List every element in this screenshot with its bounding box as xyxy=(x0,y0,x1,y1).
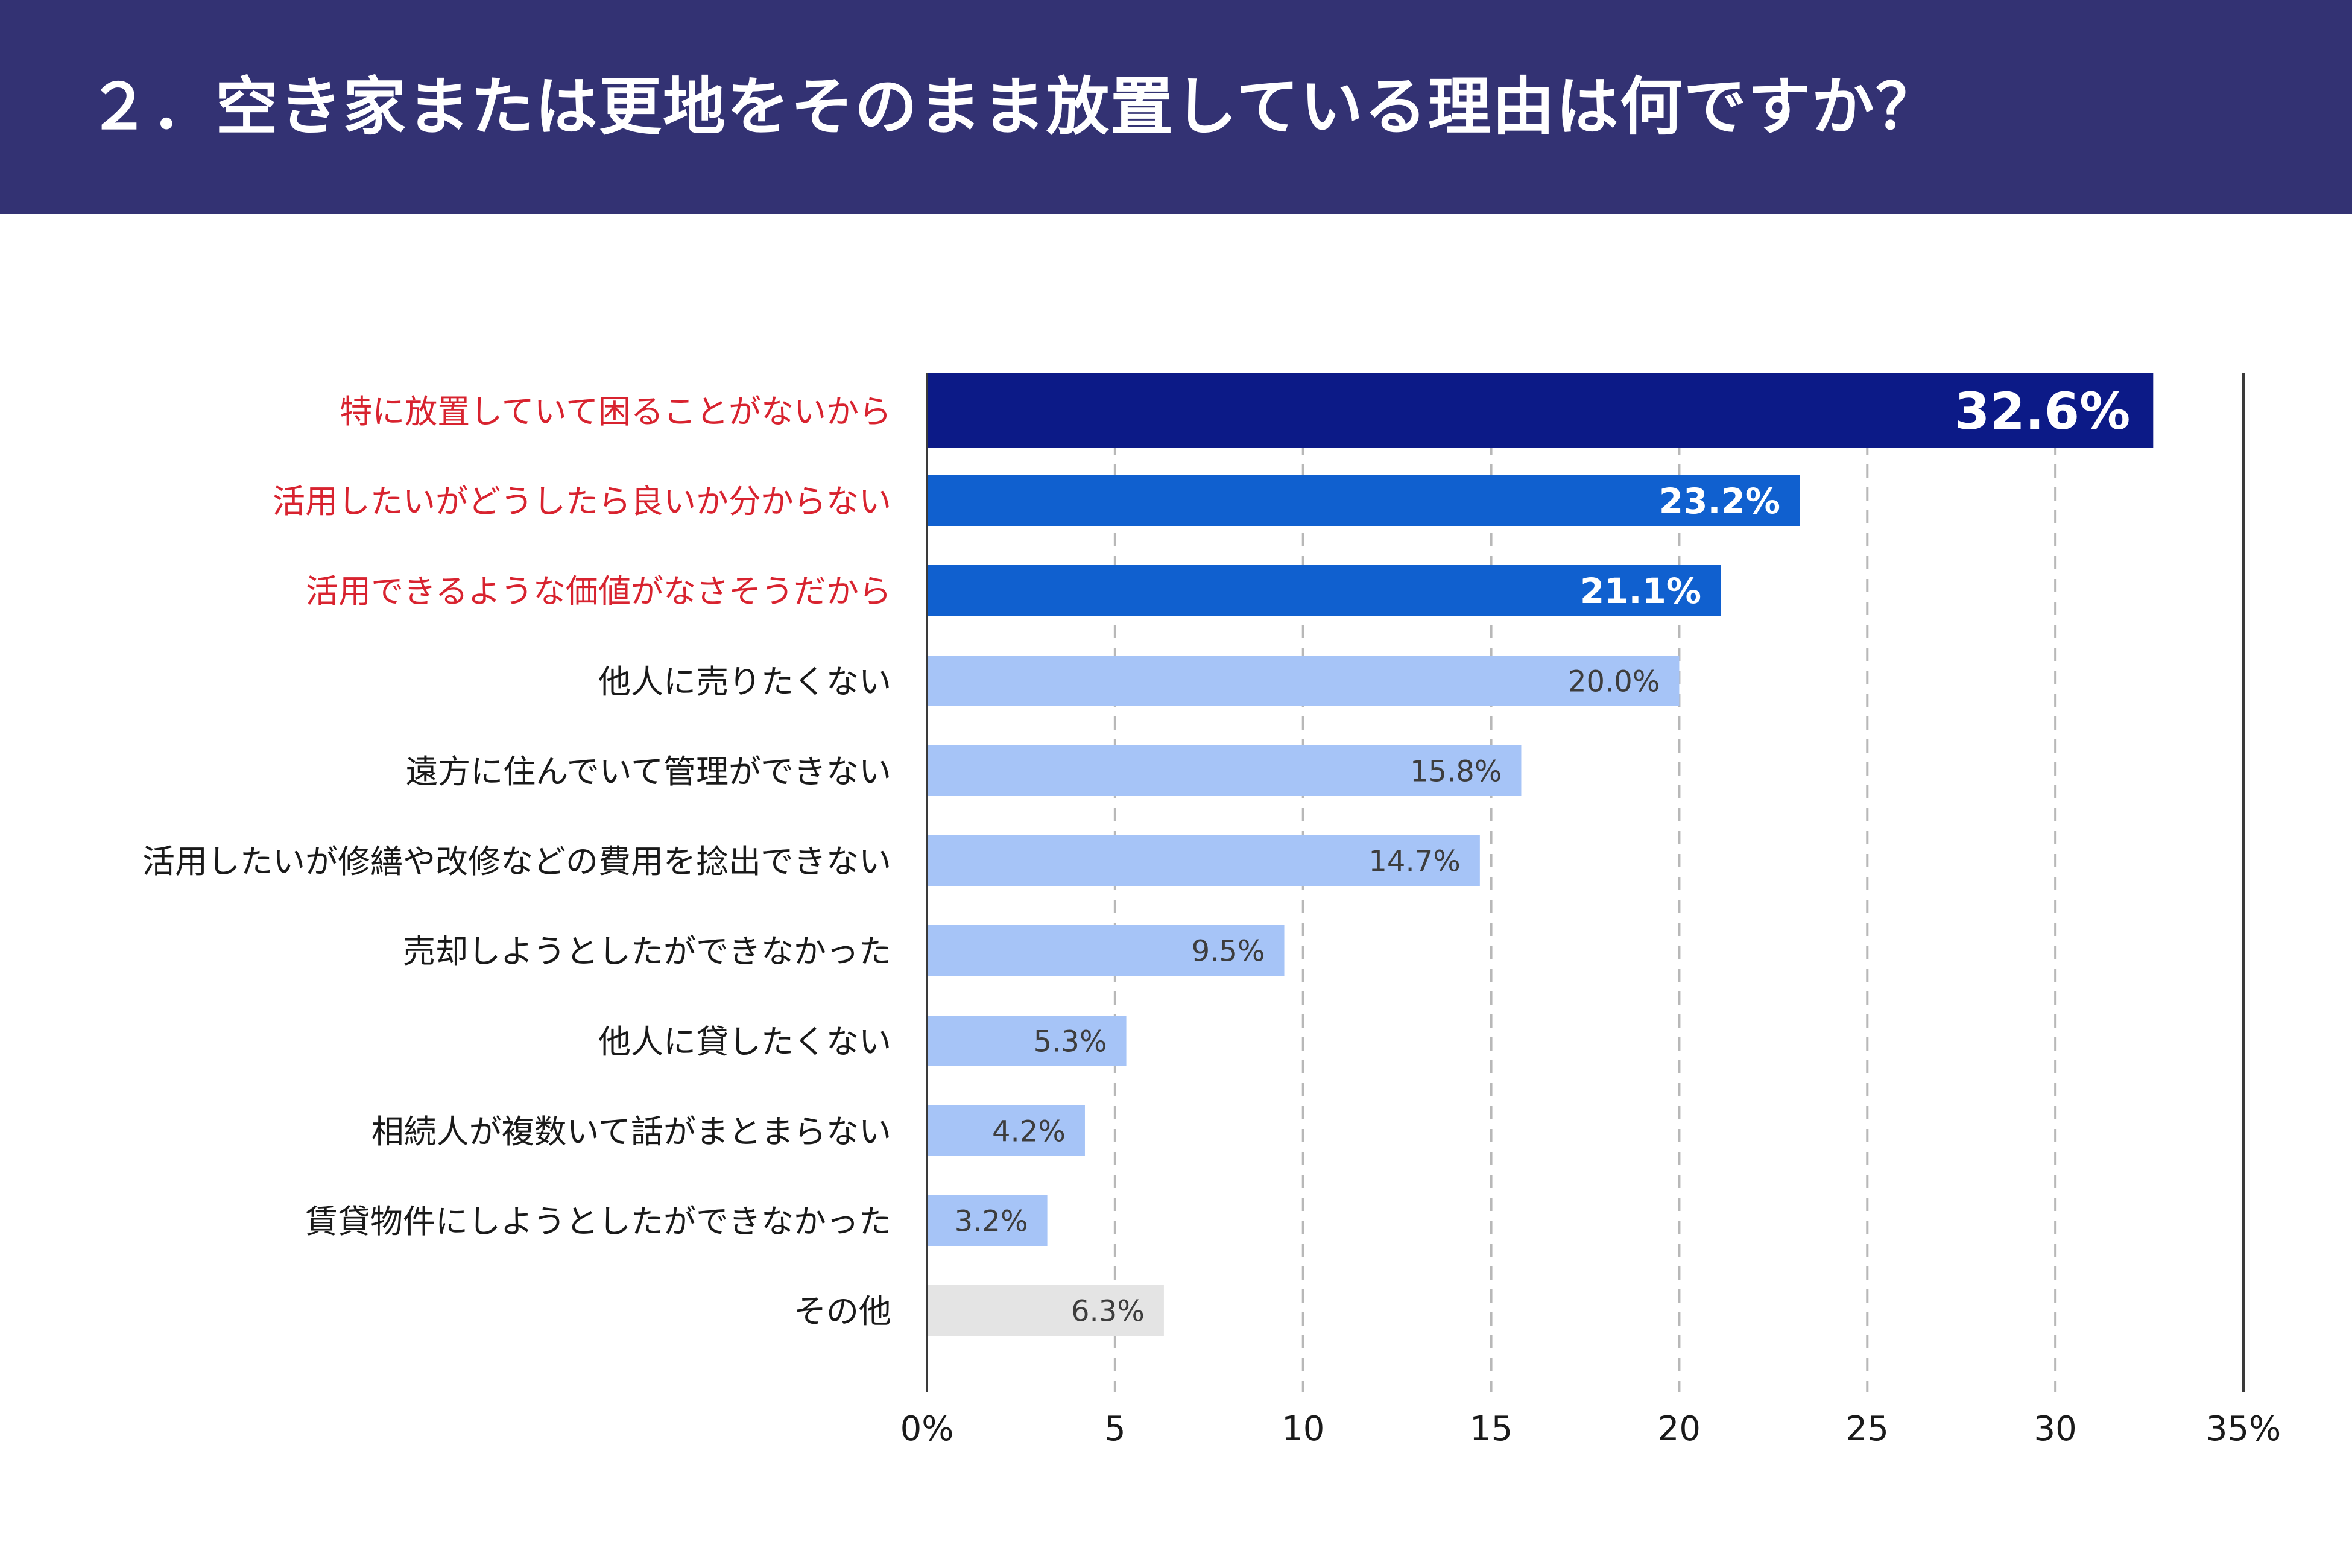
bar-5 xyxy=(927,835,1480,886)
bar-8 xyxy=(927,1105,1085,1156)
category-label-6: 売却しようとしたができなかった xyxy=(403,932,891,970)
category-label-1: 活用したいがどうしたら良いか分からない xyxy=(273,482,891,520)
bar-4 xyxy=(927,745,1522,796)
x-tick-label-35: 35% xyxy=(2206,1409,2281,1449)
category-label-2: 活用できるような価値がなさそうだから xyxy=(306,572,891,610)
x-tick-label-0: 0% xyxy=(900,1409,954,1449)
value-label-3: 20.0% xyxy=(1568,665,1660,698)
category-label-8: 相続人が複数いて話がまとまらない xyxy=(371,1113,891,1151)
value-label-10: 6.3% xyxy=(1071,1294,1145,1328)
bar-10 xyxy=(927,1285,1164,1336)
bar-1 xyxy=(927,475,1800,526)
page-title: ２．空き家または更地をそのまま放置している理由は何ですか？ xyxy=(87,70,1939,144)
bar-9 xyxy=(927,1195,1048,1246)
x-tick-label-25: 25 xyxy=(1846,1409,1889,1449)
x-tick-label-5: 5 xyxy=(1104,1409,1126,1449)
category-label-0: 特に放置していて困ることがないから xyxy=(340,393,891,431)
bar-7 xyxy=(927,1016,1127,1066)
value-label-1: 23.2% xyxy=(1659,481,1780,522)
category-label-9: 賃貸物件にしようとしたができなかった xyxy=(305,1203,891,1241)
category-label-4: 遠方に住んでいて管理ができない xyxy=(405,753,891,791)
x-tick-label-20: 20 xyxy=(1658,1409,1701,1449)
value-label-2: 21.1% xyxy=(1580,571,1701,612)
value-label-8: 4.2% xyxy=(992,1114,1066,1148)
value-label-6: 9.5% xyxy=(1192,934,1265,968)
x-tick-label-10: 10 xyxy=(1282,1409,1324,1449)
category-label-5: 活用したいが修繕や改修などの費用を捻出できない xyxy=(142,842,891,880)
header-bar: ２．空き家または更地をそのまま放置している理由は何ですか？ xyxy=(0,0,2352,214)
value-label-4: 15.8% xyxy=(1410,754,1502,788)
bar-3 xyxy=(927,656,1680,706)
value-label-9: 3.2% xyxy=(955,1204,1028,1238)
bar-2 xyxy=(927,565,1721,616)
bar-6 xyxy=(927,925,1285,976)
category-label-10: その他 xyxy=(794,1292,891,1330)
category-label-3: 他人に売りたくない xyxy=(598,663,891,701)
value-label-0: 32.6% xyxy=(1955,382,2130,441)
category-label-7: 他人に貸したくない xyxy=(598,1023,891,1061)
value-label-7: 5.3% xyxy=(1034,1025,1107,1058)
x-tick-label-30: 30 xyxy=(2034,1409,2077,1449)
value-label-5: 14.7% xyxy=(1368,844,1460,878)
bar-0 xyxy=(927,373,2154,448)
x-tick-label-15: 15 xyxy=(1470,1409,1513,1449)
